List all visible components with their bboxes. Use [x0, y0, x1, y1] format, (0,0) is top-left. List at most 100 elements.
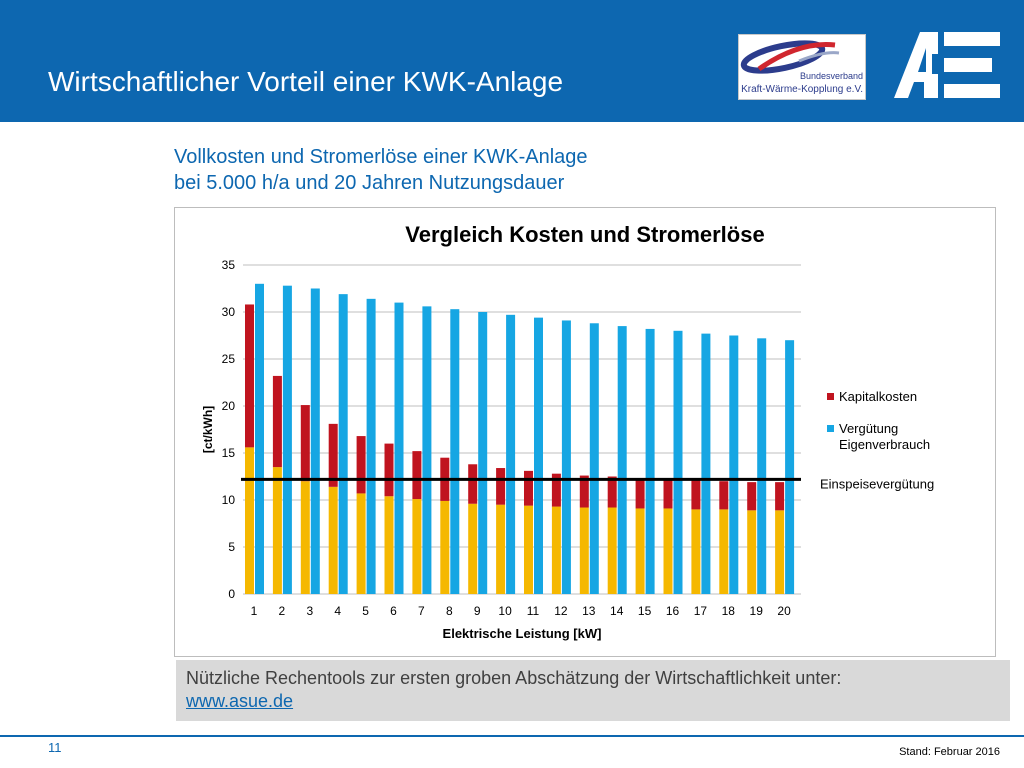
x-tick-label: 2 — [279, 604, 286, 618]
bar-kapitalkosten — [468, 464, 478, 504]
bar-kapitalkosten — [245, 304, 254, 448]
legend-swatch-kapitalkosten — [827, 393, 834, 400]
bar-betriebskosten — [747, 510, 757, 594]
subtitle-line-2: bei 5.000 h/a und 20 Jahren Nutzungsdaue… — [174, 172, 565, 194]
bar-verguetung-eigenverbrauch — [255, 283, 264, 594]
bar-verguetung-eigenverbrauch — [366, 298, 376, 594]
info-text: Nützliche Rechentools zur ersten groben … — [186, 668, 842, 688]
x-tick-label: 14 — [610, 604, 624, 618]
x-tick-label: 19 — [750, 604, 764, 618]
bar-betriebskosten — [719, 509, 729, 594]
x-tick-label: 20 — [777, 604, 791, 618]
x-axis-label: Elektrische Leistung [kW] — [443, 626, 602, 641]
x-tick-label: 3 — [306, 604, 313, 618]
header-bar: Wirtschaftlicher Vorteil einer KWK-Anlag… — [0, 0, 1024, 122]
asue-link[interactable]: www.asue.de — [186, 691, 294, 711]
x-tick-label: 6 — [390, 604, 397, 618]
bar-chart: Vergleich Kosten und Stromerlöse05101520… — [201, 222, 934, 641]
bar-betriebskosten — [691, 509, 701, 594]
subtitle-line-1: Vollkosten und Stromerlöse einer KWK-Anl… — [174, 146, 588, 168]
chart-title: Vergleich Kosten und Stromerlöse — [405, 222, 764, 247]
bar-betriebskosten — [384, 496, 394, 594]
ae-logo-icon — [894, 32, 1000, 98]
y-axis-label: [ct/kWh] — [201, 406, 215, 453]
footer-divider — [0, 735, 1024, 737]
x-tick-label: 11 — [527, 604, 540, 618]
legend-label-verguetung: Vergütung Eigenverbrauch — [839, 421, 930, 452]
bar-kapitalkosten — [719, 481, 729, 510]
bar-verguetung-eigenverbrauch — [478, 312, 488, 594]
x-tick-label: 5 — [362, 604, 369, 618]
bar-kapitalkosten — [384, 443, 394, 497]
legend-label-line: Vergütung — [839, 421, 898, 436]
legend-label-kapitalkosten: Kapitalkosten — [839, 389, 917, 404]
bar-verguetung-eigenverbrauch — [673, 330, 683, 594]
bar-betriebskosten — [635, 508, 645, 594]
bar-kapitalkosten — [524, 470, 533, 506]
bar-verguetung-eigenverbrauch — [534, 317, 543, 594]
y-tick-label: 25 — [222, 352, 236, 366]
bar-verguetung-eigenverbrauch — [729, 335, 739, 594]
y-tick-label: 20 — [222, 399, 236, 413]
stand-date: Stand: Februar 2016 — [899, 746, 1000, 758]
legend-swatch-verguetung — [827, 425, 834, 432]
y-tick-label: 35 — [222, 258, 236, 272]
bar-kapitalkosten — [412, 451, 422, 500]
bar-betriebskosten — [524, 505, 533, 594]
bkwk-logo-line2: Kraft-Wärme-Kopplung e.V. — [741, 84, 863, 95]
bar-kapitalkosten — [551, 473, 561, 507]
bkwk-logo: Bundesverband Kraft-Wärme-Kopplung e.V. — [738, 34, 866, 100]
x-tick-label: 1 — [251, 604, 258, 618]
x-tick-label: 13 — [582, 604, 596, 618]
legend-label-line: Eigenverbrauch — [839, 437, 930, 452]
bar-betriebskosten — [496, 504, 506, 594]
bar-betriebskosten — [356, 493, 366, 594]
bar-verguetung-eigenverbrauch — [422, 306, 432, 594]
bar-kapitalkosten — [607, 476, 617, 508]
bar-verguetung-eigenverbrauch — [506, 314, 516, 594]
bar-betriebskosten — [551, 506, 561, 594]
bar-betriebskosten — [663, 508, 673, 594]
bar-kapitalkosten — [579, 475, 589, 508]
bar-verguetung-eigenverbrauch — [589, 323, 599, 594]
bkwk-swoosh-icon — [740, 40, 840, 74]
bar-kapitalkosten — [356, 436, 366, 494]
x-tick-label: 15 — [638, 604, 652, 618]
y-tick-label: 30 — [222, 305, 236, 319]
bar-betriebskosten — [300, 481, 310, 594]
bar-kapitalkosten — [635, 478, 645, 509]
bar-verguetung-eigenverbrauch — [282, 285, 292, 594]
bar-kapitalkosten — [328, 423, 338, 487]
bar-verguetung-eigenverbrauch — [617, 326, 627, 594]
bar-kapitalkosten — [272, 375, 282, 468]
x-tick-label: 18 — [722, 604, 736, 618]
bar-betriebskosten — [440, 500, 450, 594]
y-tick-label: 15 — [222, 446, 236, 460]
x-tick-label: 8 — [446, 604, 453, 618]
x-tick-label: 16 — [666, 604, 680, 618]
bar-betriebskosten — [607, 507, 617, 594]
bar-betriebskosten — [245, 447, 254, 594]
x-tick-label: 12 — [554, 604, 568, 618]
bar-verguetung-eigenverbrauch — [310, 288, 320, 594]
bar-betriebskosten — [579, 507, 589, 594]
y-tick-label: 5 — [228, 540, 235, 554]
bar-betriebskosten — [272, 467, 282, 594]
bar-verguetung-eigenverbrauch — [785, 340, 795, 594]
bar-verguetung-eigenverbrauch — [645, 328, 655, 594]
bar-betriebskosten — [412, 499, 422, 594]
bar-verguetung-eigenverbrauch — [394, 302, 404, 594]
bar-verguetung-eigenverbrauch — [450, 309, 460, 594]
bar-kapitalkosten — [691, 480, 701, 510]
bar-verguetung-eigenverbrauch — [561, 320, 571, 594]
x-tick-label: 7 — [418, 604, 425, 618]
bar-kapitalkosten — [747, 482, 757, 511]
x-tick-label: 17 — [694, 604, 708, 618]
einspeiseverguetung-label: Einspeisevergütung — [820, 476, 934, 491]
bar-verguetung-eigenverbrauch — [701, 333, 711, 594]
chart-container: Vergleich Kosten und Stromerlöse 0 5 10 15 20… — [174, 207, 996, 657]
page-number: 11 — [48, 740, 62, 755]
bar-betriebskosten — [468, 503, 478, 594]
y-tick-label: 10 — [222, 493, 236, 507]
x-tick-label: 4 — [334, 604, 341, 618]
